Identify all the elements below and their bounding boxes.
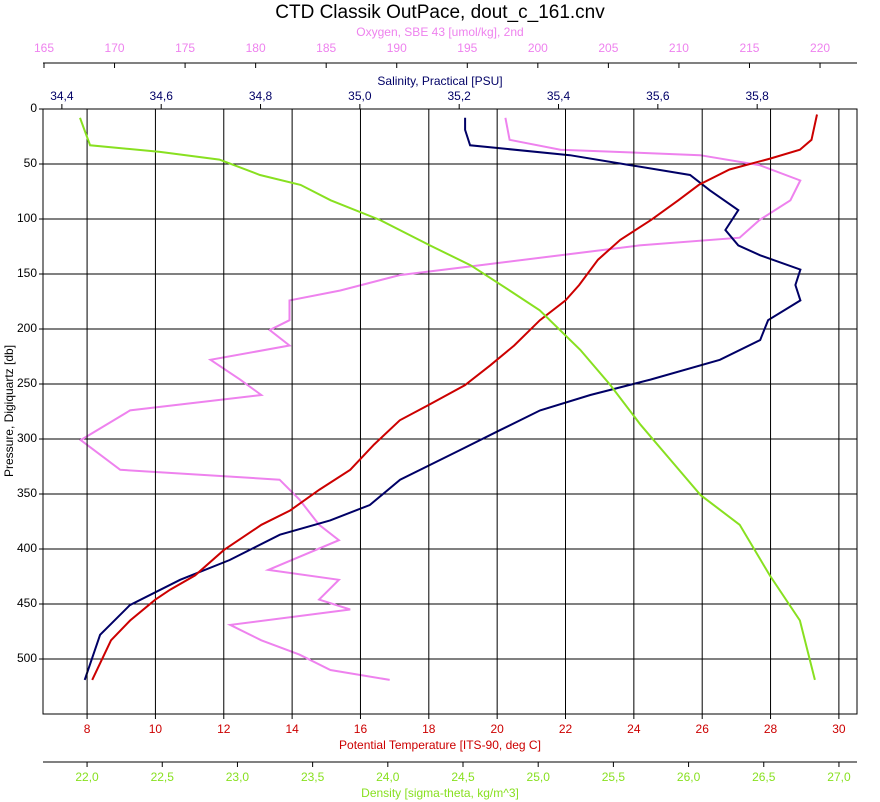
profile-line: [91, 114, 818, 681]
x-tick-label: 185: [316, 41, 336, 55]
chart-title: CTD Classik OutPace, dout_c_161.cnv: [275, 2, 605, 23]
x-tick-label: 24: [627, 722, 641, 736]
x-tick-label: 22,0: [75, 770, 99, 784]
x-tick-label: 175: [175, 41, 195, 55]
x-tick-label: 34,6: [150, 89, 174, 103]
x-tick-label: 170: [105, 41, 125, 55]
x-tick-label: 10: [149, 722, 163, 736]
x-tick-label: 180: [246, 41, 266, 55]
x-tick-label: 34,8: [249, 89, 273, 103]
x-tick-label: 12: [217, 722, 231, 736]
plot-frame: [42, 108, 858, 715]
x-tick-label: 35,4: [547, 89, 571, 103]
x-tick-label: 165: [34, 41, 54, 55]
profile-line: [78, 117, 802, 681]
x-tick-label: 25,0: [527, 770, 551, 784]
x-tick-label: 35,6: [646, 89, 670, 103]
x-tick-label: 8: [84, 722, 91, 736]
x-tick-label: 26,0: [677, 770, 701, 784]
y-tick-label: 250: [17, 376, 37, 390]
x-axis-label: Density [sigma-theta, kg/m^3]: [361, 786, 519, 800]
y-tick-label: 500: [17, 651, 37, 665]
x-tick-label: 25,5: [602, 770, 626, 784]
y-tick-label: 400: [17, 541, 37, 555]
x-tick-label: 22: [559, 722, 573, 736]
x-tick-label: 210: [669, 41, 689, 55]
x-tick-label: 30: [832, 722, 846, 736]
y-tick-label: 200: [17, 321, 37, 335]
x-tick-label: 14: [285, 722, 299, 736]
x-axis-label: Potential Temperature [ITS-90, deg C]: [339, 738, 541, 752]
x-tick-label: 26: [696, 722, 710, 736]
x-axis-label: Oxygen, SBE 43 [umol/kg], 2nd: [356, 25, 523, 39]
x-tick-label: 22,5: [151, 770, 175, 784]
y-tick-label: 100: [17, 211, 37, 225]
y-tick-label: 450: [17, 596, 37, 610]
x-tick-label: 23,5: [301, 770, 325, 784]
x-tick-label: 200: [528, 41, 548, 55]
profile-line: [83, 117, 802, 681]
x-axis-label: Salinity, Practical [PSU]: [377, 74, 502, 88]
x-tick-label: 35,2: [448, 89, 472, 103]
y-tick-label: 150: [17, 266, 37, 280]
y-tick-label: 300: [17, 431, 37, 445]
x-tick-label: 220: [810, 41, 830, 55]
y-tick-label: 0: [30, 101, 37, 115]
x-tick-label: 18: [422, 722, 436, 736]
x-tick-label: 24,5: [451, 770, 475, 784]
x-tick-label: 23,0: [226, 770, 250, 784]
x-tick-label: 190: [387, 41, 407, 55]
x-tick-label: 35,0: [348, 89, 372, 103]
x-tick-label: 28: [764, 722, 778, 736]
x-tick-label: 20: [490, 722, 504, 736]
y-tick-label: 50: [24, 156, 38, 170]
x-tick-label: 27,0: [827, 770, 851, 784]
x-tick-label: 195: [457, 41, 477, 55]
x-tick-label: 205: [598, 41, 618, 55]
x-tick-label: 215: [739, 41, 759, 55]
x-tick-label: 34,4: [50, 89, 74, 103]
y-axis-label: Pressure, Digiquartz [db]: [2, 345, 16, 477]
y-tick-label: 350: [17, 486, 37, 500]
x-tick-label: 26,5: [752, 770, 776, 784]
x-tick-label: 24,0: [376, 770, 400, 784]
x-tick-label: 35,8: [745, 89, 769, 103]
x-tick-label: 16: [354, 722, 368, 736]
profile-line: [79, 117, 816, 681]
